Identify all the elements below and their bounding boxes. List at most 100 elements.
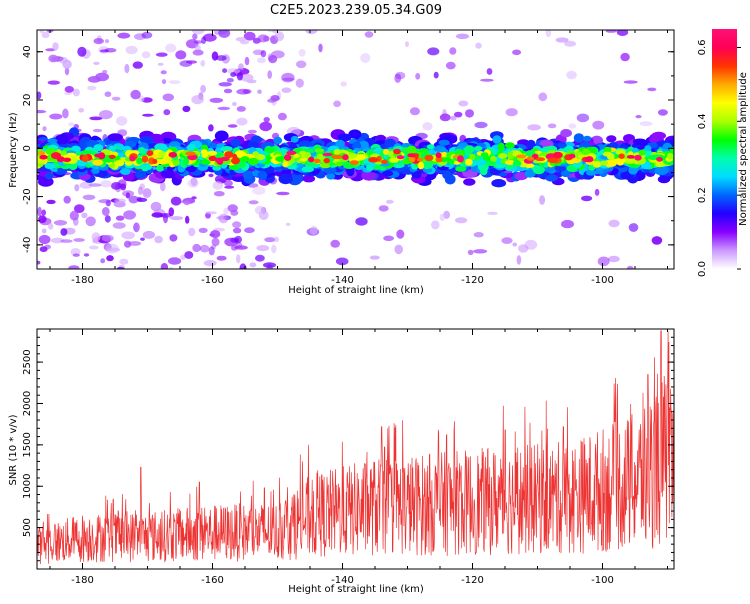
- heatmap-cell: [150, 201, 162, 212]
- heatmap-cell: [252, 186, 266, 195]
- heatmap-cell: [561, 219, 574, 229]
- heatmap-cell: [651, 131, 666, 140]
- heatmap-cell: [368, 157, 379, 163]
- colorbar-label: Normalized spectral amplitude: [738, 72, 749, 226]
- heatmap-cell: [120, 168, 131, 176]
- heatmap-cell: [524, 169, 536, 178]
- heatmap-cell: [301, 166, 314, 173]
- heatmap-cell: [160, 169, 177, 179]
- colorbar-tick-label: 0.6: [697, 40, 708, 56]
- heatmap-cell: [48, 54, 59, 63]
- heatmap-cell: [38, 234, 51, 245]
- heatmap-cell: [187, 154, 198, 161]
- y-tick-label: 1000: [22, 474, 33, 499]
- heatmap-cell: [295, 78, 304, 88]
- heatmap-cell: [422, 167, 433, 173]
- heatmap-cell: [128, 195, 139, 204]
- colorbar: 0.0 0.2 0.4 0.6 Normalized spectral amplitu…: [697, 29, 749, 277]
- heatmap-cell: [137, 147, 146, 154]
- heatmap-cell: [304, 152, 311, 159]
- heatmap-cell: [394, 244, 404, 255]
- heatmap-cell: [184, 251, 194, 259]
- heatmap-cell: [254, 205, 265, 215]
- heatmap-cell: [168, 80, 181, 85]
- heatmap-cell: [439, 213, 445, 221]
- heatmap-cell: [560, 169, 571, 178]
- spectrogram-y-label: Frequency (Hz): [8, 112, 19, 188]
- heatmap-cell: [473, 249, 488, 254]
- heatmap-cell: [201, 152, 208, 159]
- heatmap-cell: [457, 155, 464, 163]
- heatmap-cell: [161, 79, 167, 85]
- heatmap-cell: [62, 59, 72, 69]
- heatmap-cell: [337, 133, 352, 142]
- heatmap-cell: [82, 154, 89, 163]
- heatmap-cell: [599, 160, 608, 166]
- heatmap-cell: [210, 230, 221, 239]
- heatmap-cell: [504, 142, 515, 149]
- heatmap-cell: [512, 49, 522, 56]
- heatmap-cell: [191, 95, 204, 105]
- snr-frame: [36, 328, 675, 570]
- heatmap-cell: [547, 123, 557, 129]
- heatmap-cell: [268, 55, 278, 64]
- heatmap-cell: [107, 133, 124, 142]
- heatmap-cell: [232, 227, 242, 234]
- heatmap-cell: [518, 244, 529, 253]
- heatmap-cell: [263, 35, 270, 42]
- heatmap-cell: [605, 30, 617, 33]
- heatmap-cell: [67, 156, 78, 165]
- chart-title: C2E5.2023.239.05.34.G09: [270, 3, 442, 18]
- heatmap-cell: [491, 179, 507, 188]
- heatmap-cells: [37, 30, 674, 269]
- heatmap-cell: [424, 154, 434, 162]
- heatmap-cell: [608, 219, 620, 228]
- heatmap-cell: [330, 239, 341, 248]
- heatmap-cell: [455, 33, 470, 40]
- heatmap-cell: [246, 79, 257, 84]
- heatmap-cell: [463, 178, 476, 186]
- colorbar-ticks: 0.0 0.2 0.4 0.6: [697, 40, 741, 277]
- heatmap-cell: [110, 182, 122, 190]
- heatmap-cell: [231, 157, 240, 165]
- heatmap-cell: [516, 154, 527, 159]
- heatmap-cell: [39, 154, 48, 160]
- colorbar-tick-label: 0.0: [697, 261, 708, 277]
- heatmap-cell: [89, 116, 103, 121]
- heatmap-cell: [163, 213, 168, 224]
- spectrogram-frame: [36, 29, 675, 270]
- heatmap-cell: [335, 139, 345, 148]
- heatmap-cell: [101, 207, 110, 216]
- heatmap-cell: [218, 82, 232, 87]
- heatmap-cell: [37, 110, 47, 114]
- heatmap-cell: [492, 135, 502, 144]
- heatmap-cell: [284, 154, 292, 161]
- heatmap-cell: [94, 153, 101, 158]
- heatmap-cell: [348, 129, 362, 139]
- snr-series-line: [37, 330, 674, 565]
- x-tick-label: -120: [461, 275, 484, 286]
- heatmap-cell: [214, 147, 223, 154]
- heatmap-cell: [458, 100, 469, 107]
- heatmap-cell: [566, 70, 577, 80]
- heatmap-cell: [450, 115, 457, 121]
- heatmap-cell: [207, 150, 218, 156]
- heatmap-cell: [469, 153, 476, 161]
- heatmap-cell: [57, 135, 69, 145]
- heatmap-cell: [475, 42, 482, 49]
- heatmap-cell: [490, 155, 497, 163]
- heatmap-cell: [592, 120, 605, 130]
- heatmap-cell: [182, 105, 191, 113]
- heatmap-cell: [168, 257, 182, 265]
- heatmap-cell: [449, 47, 457, 55]
- heatmap-cell: [141, 155, 149, 163]
- heatmap-cell: [480, 152, 489, 158]
- heatmap-cell: [91, 232, 101, 242]
- heatmap-cell: [382, 149, 390, 155]
- heatmap-cell: [257, 89, 262, 94]
- heatmap-cell: [77, 46, 87, 57]
- heatmap-cell: [74, 184, 80, 192]
- heatmap-cell: [163, 109, 171, 116]
- heatmap-cell: [267, 70, 273, 79]
